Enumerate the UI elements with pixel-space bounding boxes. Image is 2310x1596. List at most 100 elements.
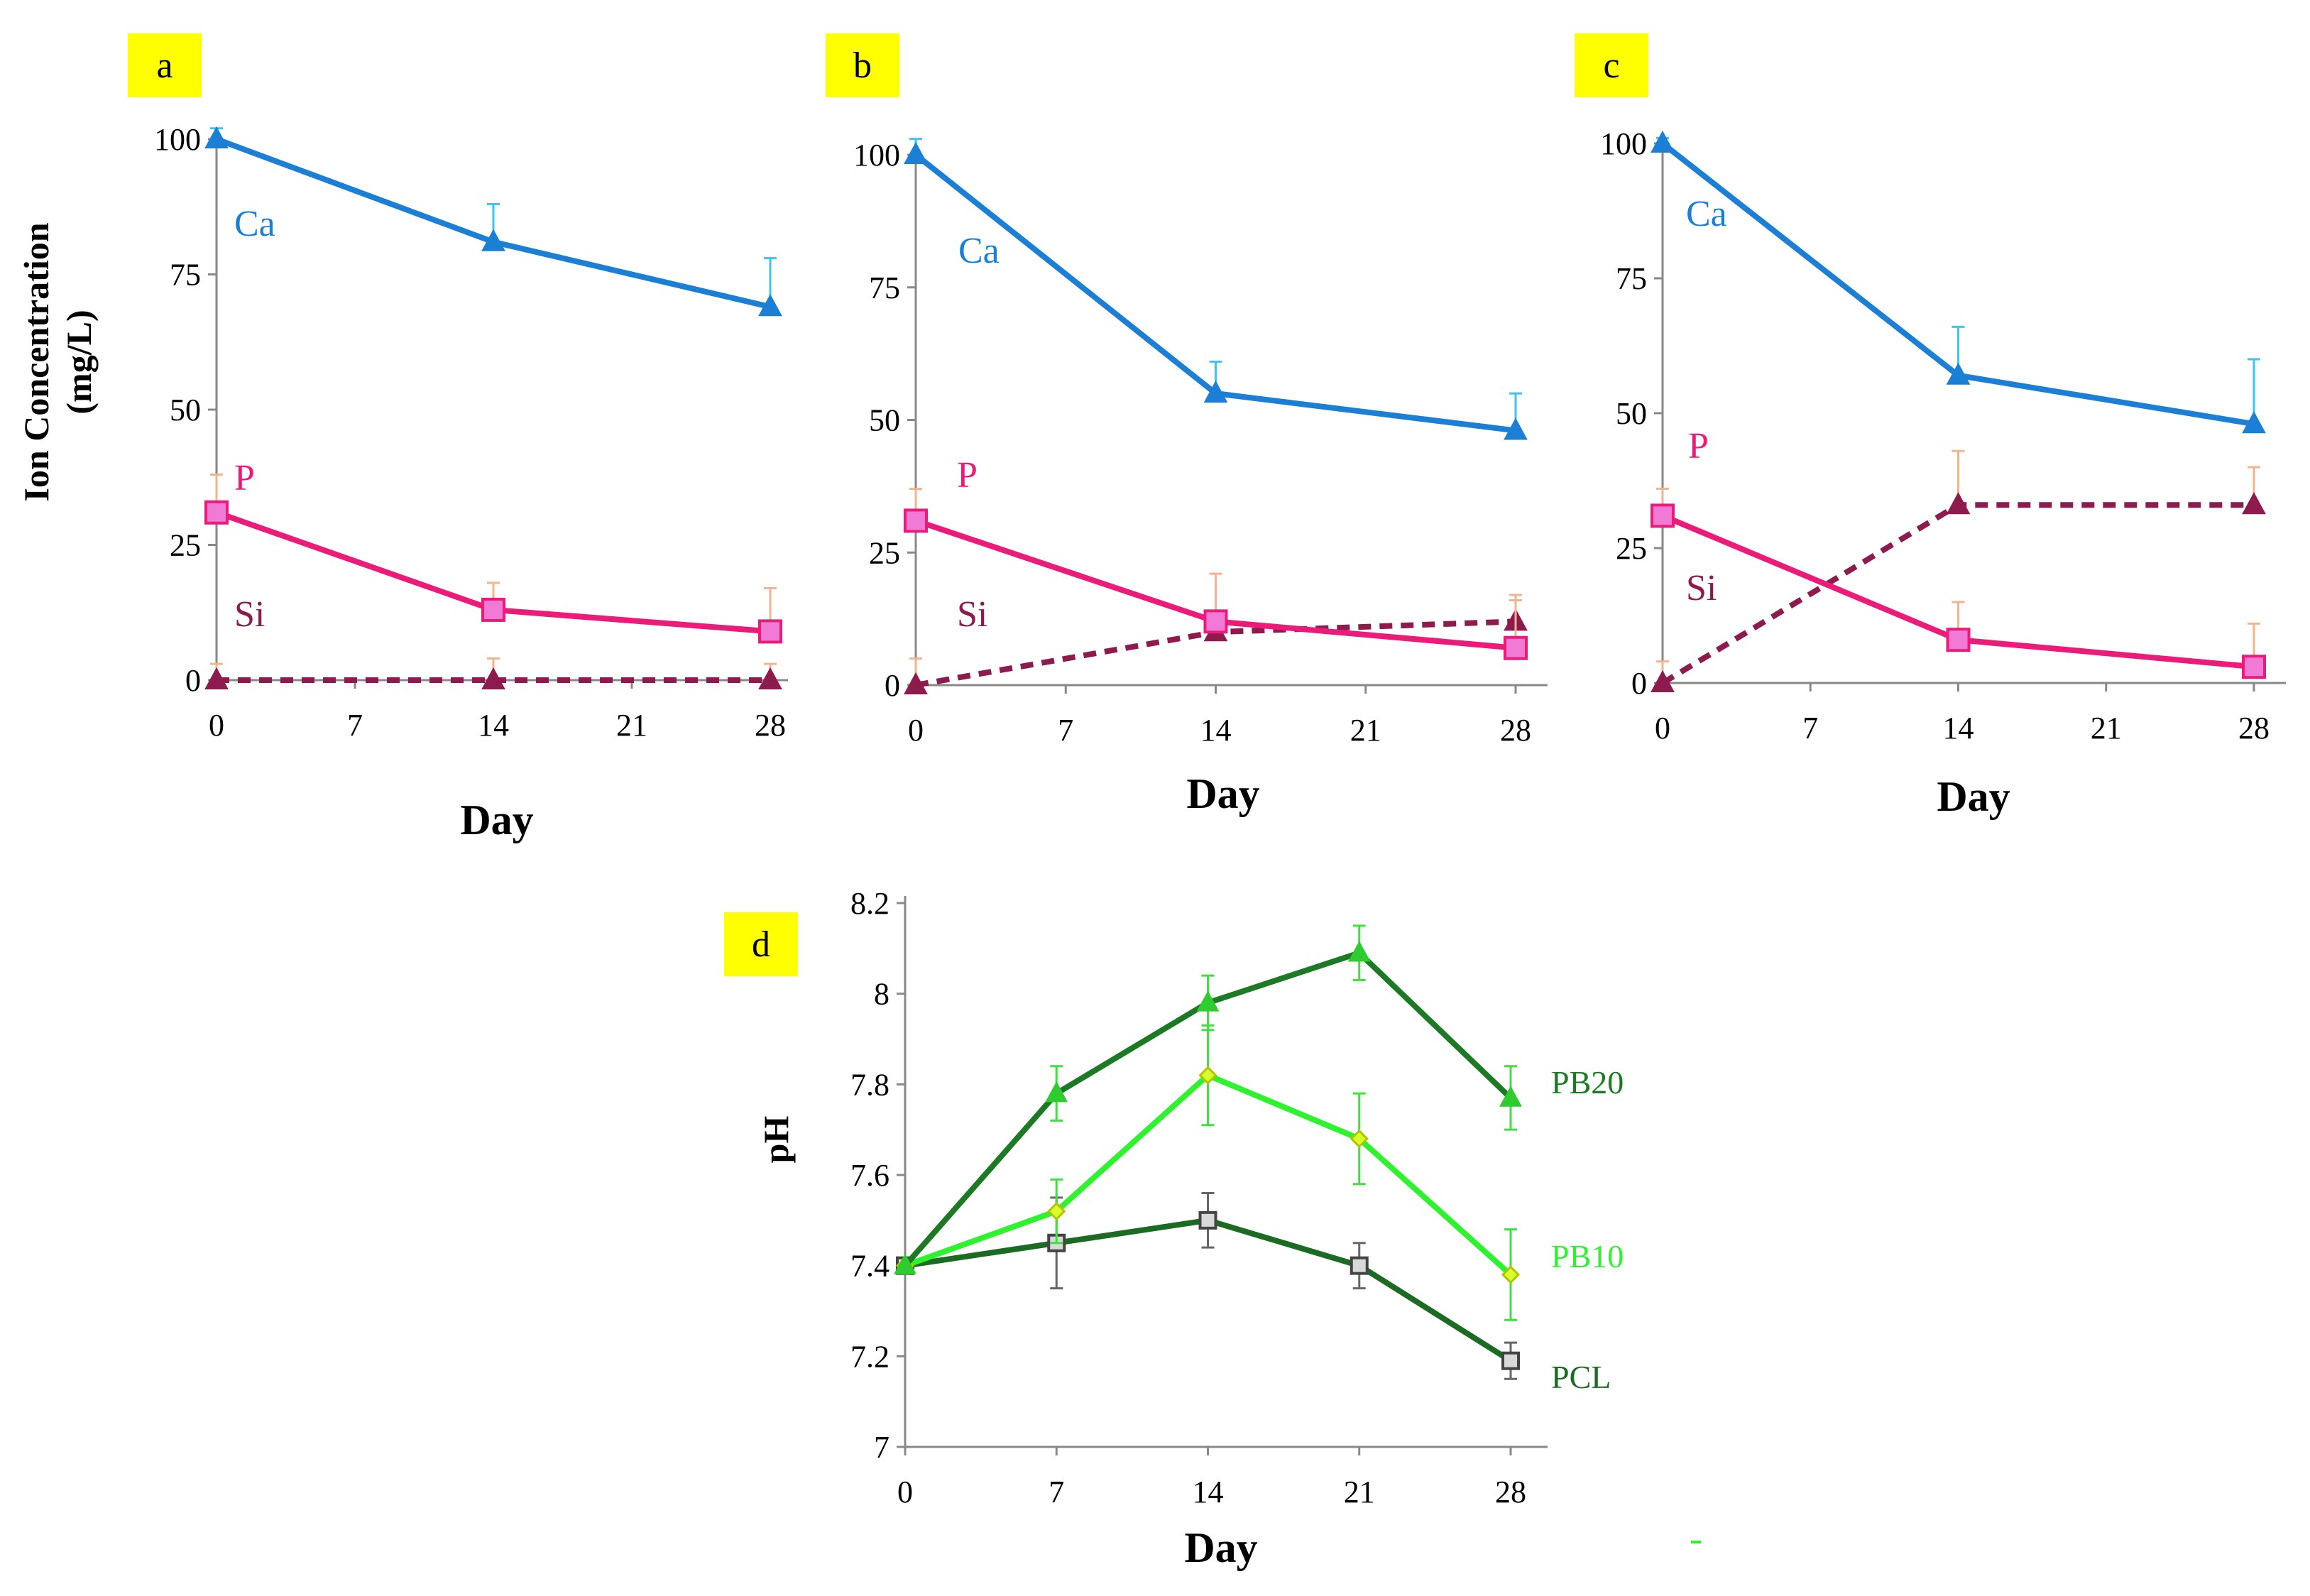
panel-badge [1575,33,1648,97]
panel-badge [128,33,202,97]
pcl-series-label: PCL [1551,1359,1611,1395]
p-series-label: P [234,458,255,498]
pb20-point [894,1253,916,1274]
x-tick-label: 14 [1943,711,1974,745]
pcl-point [1198,1210,1217,1230]
y-tick-label: 50 [170,393,201,427]
pb20-series-label: PB20 [1551,1064,1624,1100]
si-series-label: Si [957,594,987,635]
p-point [1651,503,1675,528]
si-point [904,672,928,694]
y-tick-label: 75 [170,258,201,293]
pcl-point [1501,1351,1520,1370]
x-tick-label: 21 [616,708,647,743]
x-tick-label: 0 [1655,711,1670,745]
x-tick-label: 28 [2238,711,2270,745]
pb20-point [1499,1086,1522,1107]
panel-a: 0 25 50 75 100 0 7 14 21 28 a Day Si P Ca [128,33,788,843]
y-tick-label: 100 [853,138,900,173]
ca-point [481,229,505,251]
y-tick-label: 0 [885,668,900,703]
si-series-label: Si [1686,568,1717,608]
p-series-label: P [957,455,978,496]
y-tick-label: 0 [1631,666,1647,701]
panel-badge [724,912,798,976]
y-tick-label: 25 [170,528,201,563]
p-point [904,508,928,533]
pcl-point [1350,1256,1369,1275]
ion-concentration-y-title-unit: (mg/L) [59,310,99,414]
x-tick-label: 7 [347,708,363,743]
si-point [1651,669,1675,692]
x-axis-title: Day [1184,1524,1257,1571]
panel-badge [826,33,899,97]
y-tick-label: 7.4 [850,1249,889,1284]
ca-series-label: Ca [958,231,1000,271]
p-point [1504,635,1528,660]
p-point [1946,628,1971,652]
x-tick-label: 21 [2091,711,2122,745]
ca-point [204,126,229,148]
pb10-point [1047,1201,1066,1221]
y-tick-label: 25 [1616,531,1647,566]
pb10-series-label: PB10 [1551,1238,1624,1274]
panel-b: 0 25 50 75 100 0 7 14 21 28 b Day Si P Ca [826,33,1548,817]
x-tick-label: 28 [1495,1475,1526,1509]
p-point [2242,655,2266,679]
p-point [204,500,229,525]
ca-point [758,294,782,317]
si-point [481,667,505,689]
ca-point [2242,411,2266,434]
y-tick-label: 75 [1616,261,1647,296]
pb20-point [1196,990,1220,1012]
x-tick-label: 21 [1344,1475,1375,1509]
y-tick-label: 8 [874,977,889,1012]
ca-point [1203,381,1228,403]
panel-label: c [1603,45,1619,86]
panel-d: 77.27.47.67.888.20 7 14 21 28dDaypHPCLPB10PB… [724,886,1624,1571]
panel-label: b [853,45,872,86]
panel-label: d [752,924,770,965]
ca-point [1946,362,1971,385]
x-axis-title: Day [1937,773,2010,820]
ion-concentration-y-title: Ion Concentration [16,222,56,501]
x-tick-label: 0 [908,713,924,748]
y-tick-label: 7 [874,1430,889,1465]
si-point [2242,492,2266,515]
si-point [1946,492,1971,515]
x-tick-label: 7 [1058,713,1073,748]
panel-c: 0 25 50 75 100 0 7 14 21 28 c Day Si P Ca [1575,33,2286,820]
panel-label: a [156,45,173,86]
pb10-point [1350,1129,1369,1149]
ca-series-label: Ca [234,204,275,244]
y-tick-label: 50 [1616,396,1647,431]
y-tick-label: 7.2 [850,1339,889,1374]
y-tick-label: 7.8 [850,1067,889,1102]
p-point [481,597,505,622]
p-point [758,619,782,644]
y-tick-label: 50 [869,403,900,438]
pb20-point [1045,1081,1068,1103]
stray-dash-mark [1691,1541,1701,1543]
ca-point [1651,130,1675,153]
p-series-label: P [1688,426,1709,466]
p-point [1203,609,1228,634]
x-tick-label: 14 [1200,713,1232,748]
y-tick-label: 7.6 [850,1158,889,1193]
x-tick-label: 0 [897,1475,913,1509]
pb10-point [1501,1265,1521,1284]
ca-point [904,141,928,164]
y-tick-label: 100 [1600,126,1647,161]
y-tick-label: 8.2 [850,886,889,921]
y-tick-label: 25 [869,535,900,570]
x-axis-title: Day [460,797,533,843]
pb20-point [1347,941,1371,962]
y-tick-label: 0 [185,663,201,698]
x-tick-label: 14 [1193,1475,1224,1509]
si-point [204,667,229,689]
si-point [758,667,782,689]
ca-series-label: Ca [1686,194,1727,234]
x-tick-label: 7 [1802,711,1818,745]
si-series-label: Si [234,594,265,635]
